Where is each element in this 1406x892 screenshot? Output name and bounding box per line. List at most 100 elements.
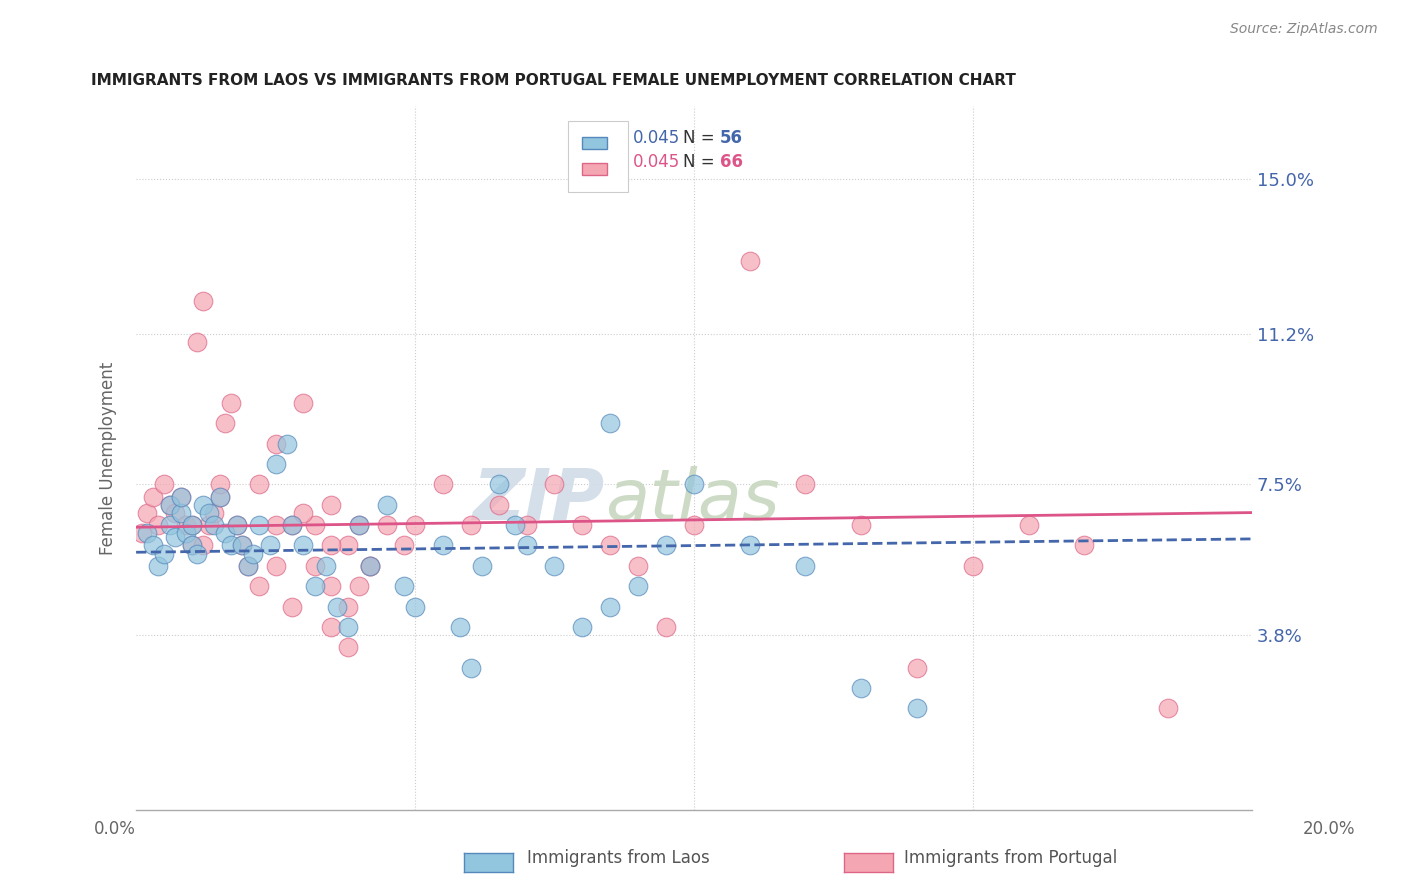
Text: N =: N = bbox=[683, 128, 720, 146]
Point bbox=[1018, 518, 1040, 533]
Point bbox=[738, 539, 761, 553]
Point bbox=[225, 518, 247, 533]
Point bbox=[359, 558, 381, 573]
Text: atlas: atlas bbox=[605, 466, 779, 534]
Point bbox=[165, 506, 187, 520]
Point bbox=[627, 558, 650, 573]
Point bbox=[276, 436, 298, 450]
Point bbox=[304, 558, 326, 573]
Point bbox=[131, 526, 153, 541]
Point bbox=[219, 396, 242, 410]
Point bbox=[655, 539, 678, 553]
Point bbox=[905, 660, 928, 674]
Point bbox=[159, 518, 181, 533]
Point bbox=[571, 620, 593, 634]
Point bbox=[794, 558, 817, 573]
Point bbox=[170, 490, 193, 504]
Point bbox=[359, 558, 381, 573]
Point bbox=[432, 477, 454, 491]
Point bbox=[292, 539, 315, 553]
Point bbox=[326, 599, 349, 614]
Point bbox=[337, 539, 360, 553]
Point bbox=[142, 490, 165, 504]
Point bbox=[202, 506, 225, 520]
Point bbox=[264, 436, 287, 450]
Point bbox=[449, 620, 471, 634]
Point bbox=[247, 518, 270, 533]
Point bbox=[153, 547, 176, 561]
Point bbox=[392, 539, 415, 553]
Text: Immigrants from Portugal: Immigrants from Portugal bbox=[904, 849, 1118, 867]
Point bbox=[404, 599, 426, 614]
Point bbox=[148, 558, 170, 573]
Point bbox=[738, 253, 761, 268]
Point bbox=[176, 526, 198, 541]
Legend: , : , bbox=[568, 121, 628, 192]
Point bbox=[170, 506, 193, 520]
Text: Immigrants from Laos: Immigrants from Laos bbox=[527, 849, 710, 867]
Point bbox=[488, 477, 510, 491]
Point bbox=[375, 498, 398, 512]
Point bbox=[186, 547, 208, 561]
Point bbox=[292, 506, 315, 520]
Point bbox=[191, 539, 214, 553]
Point bbox=[321, 498, 343, 512]
Point bbox=[281, 518, 304, 533]
Point bbox=[208, 477, 231, 491]
Point bbox=[231, 539, 253, 553]
Point bbox=[599, 599, 621, 614]
Point bbox=[543, 477, 565, 491]
Point bbox=[264, 558, 287, 573]
Point bbox=[136, 526, 159, 541]
Point bbox=[208, 490, 231, 504]
Point bbox=[153, 477, 176, 491]
Point bbox=[202, 518, 225, 533]
Point bbox=[432, 539, 454, 553]
Point bbox=[599, 539, 621, 553]
Point bbox=[404, 518, 426, 533]
Point bbox=[321, 539, 343, 553]
Point bbox=[180, 539, 202, 553]
Point bbox=[683, 518, 706, 533]
Point bbox=[304, 579, 326, 593]
Point bbox=[247, 579, 270, 593]
Point bbox=[264, 457, 287, 471]
Point bbox=[186, 334, 208, 349]
Point bbox=[627, 579, 650, 593]
Point bbox=[142, 539, 165, 553]
Point bbox=[905, 701, 928, 715]
Point bbox=[197, 506, 219, 520]
Point bbox=[337, 599, 360, 614]
Y-axis label: Female Unemployment: Female Unemployment bbox=[100, 361, 117, 555]
Point bbox=[347, 579, 370, 593]
Point bbox=[337, 620, 360, 634]
Point bbox=[231, 539, 253, 553]
Point bbox=[460, 660, 482, 674]
Point bbox=[225, 518, 247, 533]
Point bbox=[962, 558, 984, 573]
Point bbox=[571, 518, 593, 533]
Point bbox=[347, 518, 370, 533]
Point bbox=[180, 518, 202, 533]
Point bbox=[236, 558, 259, 573]
Text: 66: 66 bbox=[720, 153, 742, 171]
Point bbox=[315, 558, 337, 573]
Text: Source: ZipAtlas.com: Source: ZipAtlas.com bbox=[1230, 22, 1378, 37]
Point bbox=[851, 681, 873, 695]
Point bbox=[321, 579, 343, 593]
Point bbox=[304, 518, 326, 533]
Point bbox=[337, 640, 360, 655]
Point bbox=[683, 477, 706, 491]
Point bbox=[259, 539, 281, 553]
Point bbox=[851, 518, 873, 533]
Text: R =: R = bbox=[588, 153, 624, 171]
Point bbox=[247, 477, 270, 491]
Point bbox=[180, 518, 202, 533]
Point bbox=[392, 579, 415, 593]
Point bbox=[165, 530, 187, 544]
Point bbox=[170, 490, 193, 504]
Point bbox=[655, 620, 678, 634]
Point bbox=[148, 518, 170, 533]
Point bbox=[292, 396, 315, 410]
Point bbox=[794, 477, 817, 491]
